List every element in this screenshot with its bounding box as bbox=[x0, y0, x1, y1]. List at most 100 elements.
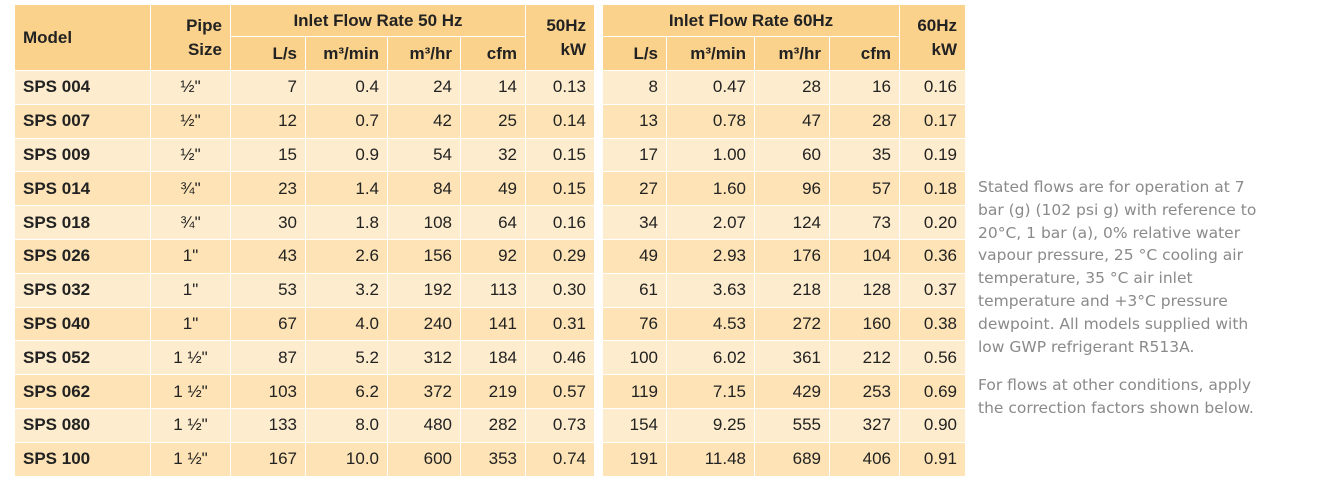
value-cell: 0.90 bbox=[899, 407, 966, 443]
value-cell: 218 bbox=[754, 272, 830, 308]
model-cell: SPS 004 bbox=[14, 70, 151, 105]
value-cell: 0.15 bbox=[525, 171, 595, 207]
value-cell: 0.9 bbox=[305, 137, 388, 173]
gap bbox=[594, 441, 603, 477]
value-cell: 54 bbox=[387, 137, 461, 173]
value-cell: 406 bbox=[829, 441, 900, 477]
value-cell: 191 bbox=[602, 441, 667, 477]
model-cell: SPS 032 bbox=[14, 272, 151, 308]
value-cell: 60 bbox=[754, 137, 830, 173]
gap bbox=[594, 103, 603, 139]
table-row: SPS 004 ½" 7 0.4 24 14 0.13 8 0.47 28 16 0.16 bbox=[14, 70, 966, 105]
value-cell: 24 bbox=[387, 70, 461, 105]
value-cell: 2.6 bbox=[305, 238, 388, 274]
value-cell: 141 bbox=[460, 306, 526, 342]
value-cell: 34 bbox=[602, 205, 667, 240]
table-row: SPS 018 ¾" 30 1.8 108 64 0.16 34 2.07 124 73 0.20 bbox=[14, 205, 966, 240]
model-cell: SPS 062 bbox=[14, 374, 151, 409]
value-cell: 6.02 bbox=[666, 340, 755, 376]
kw-header: 60Hz kW bbox=[899, 4, 966, 71]
unit-header: L/s bbox=[230, 36, 306, 71]
value-cell: 0.20 bbox=[899, 205, 966, 240]
value-cell: 92 bbox=[460, 238, 526, 274]
gap bbox=[594, 306, 603, 342]
value-cell: 76 bbox=[602, 306, 667, 342]
value-cell: 1.60 bbox=[666, 171, 755, 207]
value-cell: 16 bbox=[829, 70, 900, 105]
value-cell: 119 bbox=[602, 374, 667, 409]
table-row: SPS 014 ¾" 23 1.4 84 49 0.15 27 1.60 96 57 0.18 bbox=[14, 171, 966, 207]
model-header: Model bbox=[14, 4, 151, 71]
table-row: SPS 040 1" 67 4.0 240 141 0.31 76 4.53 272 160 0.38 bbox=[14, 306, 966, 342]
value-cell: 32 bbox=[460, 137, 526, 173]
value-cell: 64 bbox=[460, 205, 526, 240]
value-cell: 0.17 bbox=[899, 103, 966, 139]
value-cell: 0.73 bbox=[525, 407, 595, 443]
value-cell: 0.15 bbox=[525, 137, 595, 173]
model-cell: SPS 100 bbox=[14, 441, 151, 477]
value-cell: 128 bbox=[829, 272, 900, 308]
value-cell: 0.19 bbox=[899, 137, 966, 173]
value-cell: 192 bbox=[387, 272, 461, 308]
value-cell: 6.2 bbox=[305, 374, 388, 409]
group-header: Inlet Flow Rate 50 Hz bbox=[230, 4, 526, 37]
value-cell: 176 bbox=[754, 238, 830, 274]
value-cell: 253 bbox=[829, 374, 900, 409]
value-cell: 4.0 bbox=[305, 306, 388, 342]
value-cell: 0.36 bbox=[899, 238, 966, 274]
table-row: SPS 026 1" 43 2.6 156 92 0.29 49 2.93 176 104 0.36 bbox=[14, 238, 966, 274]
value-cell: 47 bbox=[754, 103, 830, 139]
value-cell: 49 bbox=[460, 171, 526, 207]
value-cell: 327 bbox=[829, 407, 900, 443]
notes: Stated flows are for operation at 7 bar … bbox=[978, 176, 1268, 436]
kw-header: 50Hz kW bbox=[525, 4, 595, 71]
table-row: SPS 052 1 ½" 87 5.2 312 184 0.46 100 6.02 361 212 0… bbox=[14, 340, 966, 376]
value-cell: 49 bbox=[602, 238, 667, 274]
value-cell: 4.53 bbox=[666, 306, 755, 342]
value-cell: 2.93 bbox=[666, 238, 755, 274]
pipe-size-cell: 1" bbox=[150, 306, 231, 342]
value-cell: 27 bbox=[602, 171, 667, 207]
value-cell: 312 bbox=[387, 340, 461, 376]
note: Stated flows are for operation at 7 bar … bbox=[978, 178, 1257, 356]
unit-header: m³/min bbox=[666, 36, 755, 71]
value-cell: 13 bbox=[602, 103, 667, 139]
value-cell: 429 bbox=[754, 374, 830, 409]
value-cell: 372 bbox=[387, 374, 461, 409]
value-cell: 100 bbox=[602, 340, 667, 376]
table-row: SPS 007 ½" 12 0.7 42 25 0.14 13 0.78 47 28 0.17 bbox=[14, 103, 966, 139]
value-cell: 108 bbox=[387, 205, 461, 240]
unit-header: cfm bbox=[829, 36, 900, 71]
value-cell: 0.74 bbox=[525, 441, 595, 477]
value-cell: 0.56 bbox=[899, 340, 966, 376]
unit-header: m³/min bbox=[305, 36, 388, 71]
pipe-size-cell: 1 ½" bbox=[150, 374, 231, 409]
value-cell: 17 bbox=[602, 137, 667, 173]
value-cell: 133 bbox=[230, 407, 306, 443]
unit-header: L/s bbox=[602, 36, 667, 71]
value-cell: 219 bbox=[460, 374, 526, 409]
value-cell: 0.69 bbox=[899, 374, 966, 409]
value-cell: 84 bbox=[387, 171, 461, 207]
value-cell: 67 bbox=[230, 306, 306, 342]
model-cell: SPS 026 bbox=[14, 238, 151, 274]
value-cell: 11.48 bbox=[666, 441, 755, 477]
group-header: Inlet Flow Rate 60Hz bbox=[602, 4, 900, 37]
pipe-size-cell: ¾" bbox=[150, 205, 231, 240]
pipe-size-cell: 1 ½" bbox=[150, 407, 231, 443]
value-cell: 184 bbox=[460, 340, 526, 376]
table-row: SPS 062 1 ½" 103 6.2 372 219 0.57 119 7.15 429 253… bbox=[14, 374, 966, 409]
value-cell: 1.8 bbox=[305, 205, 388, 240]
value-cell: 282 bbox=[460, 407, 526, 443]
value-cell: 23 bbox=[230, 171, 306, 207]
model-cell: SPS 007 bbox=[14, 103, 151, 139]
gap bbox=[594, 137, 603, 173]
value-cell: 0.46 bbox=[525, 340, 595, 376]
value-cell: 689 bbox=[754, 441, 830, 477]
value-cell: 0.29 bbox=[525, 238, 595, 274]
table-row: SPS 080 1 ½" 133 8.0 480 282 0.73 154 9.25 555 327… bbox=[14, 407, 966, 443]
units-row: L/s m³/min m³/hr cfm L/s m³/min m³/hr cfm bbox=[15, 36, 966, 71]
value-cell: 0.31 bbox=[525, 306, 595, 342]
model-cell: SPS 018 bbox=[14, 205, 151, 240]
